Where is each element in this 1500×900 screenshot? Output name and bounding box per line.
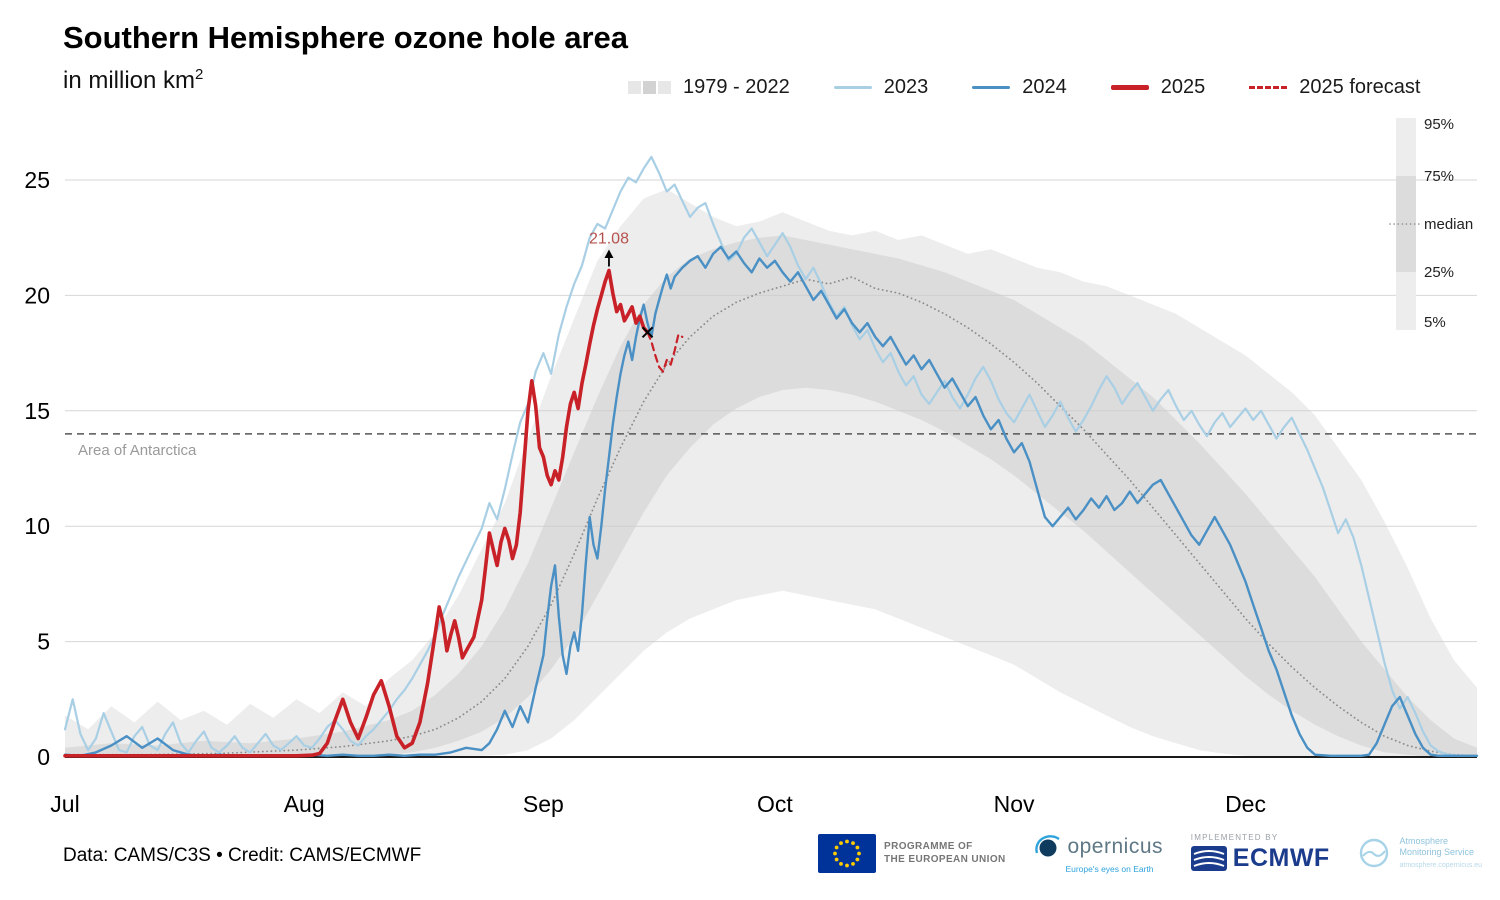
line-swatch-2025-icon <box>1110 85 1149 90</box>
percentile-label-median: median <box>1424 216 1473 233</box>
y-tick-label-15: 15 <box>24 398 50 424</box>
antarctica-label: Area of Antarctica <box>78 442 197 459</box>
series-end-x-marker <box>641 326 654 339</box>
data-credit: Data: CAMS/C3S • Credit: CAMS/ECMWF <box>63 845 422 866</box>
legend-item-climatology: 1979 - 2022 <box>628 76 790 99</box>
x-tick-label-Jul: Jul <box>50 791 79 817</box>
legend-label-2023: 2023 <box>883 76 929 98</box>
series-2023 <box>63 155 1479 757</box>
legend-item-2023: 2023 <box>833 76 929 99</box>
eu-flag-icon <box>818 833 876 873</box>
series-2025-forecast <box>646 331 684 373</box>
subtitle-text: in million km <box>63 67 196 94</box>
ecmwf-wordmark: ECMWF <box>1232 844 1330 872</box>
ams-line2: Monitoring Service <box>1399 847 1475 858</box>
copernicus-logo: opernicus Europe's eyes on Earth <box>1033 832 1163 874</box>
line-swatch-2023-icon <box>833 86 872 89</box>
x-tick-label-Dec: Dec <box>1225 791 1266 817</box>
y-tick-label-25: 25 <box>24 167 50 193</box>
copernicus-globe-icon <box>1035 835 1061 857</box>
x-tick-label-Nov: Nov <box>994 791 1035 817</box>
y-tick-label-20: 20 <box>24 282 50 308</box>
ecmwf-flag-icon <box>1190 846 1227 871</box>
legend-item-2025-forecast: 2025 forecast <box>1249 76 1420 99</box>
percentile-label-75: 75% <box>1424 168 1454 185</box>
series-2024 <box>63 245 1479 757</box>
atmosphere-monitoring-icon <box>1360 838 1389 868</box>
page-title: Southern Hemisphere ozone hole area <box>63 20 629 55</box>
y-tick-label-10: 10 <box>24 513 50 539</box>
band-5-95-percentile <box>65 189 1477 757</box>
dashed-line-swatch-forecast-icon <box>1249 86 1288 89</box>
copernicus-wordmark: opernicus <box>1067 835 1163 858</box>
percentile-label-25: 25% <box>1424 264 1454 281</box>
atmosphere-monitoring-service-logo: Atmosphere Monitoring Service atmosphere… <box>1357 836 1482 870</box>
chart-legend: 1979 - 2022 2023 2024 2025 2025 forecast <box>628 76 1420 99</box>
eu-programme-logo: PROGRAMME OF THE EUROPEAN UNION <box>818 833 1006 873</box>
percentile-bar-outer-bottom <box>1396 272 1416 330</box>
footer-logos: PROGRAMME OF THE EUROPEAN UNION opernicu… <box>818 832 1482 874</box>
eu-programme-line2: THE EUROPEAN UNION <box>884 854 1006 865</box>
implemented-by-label: IMPLEMENTED BY <box>1190 833 1279 842</box>
percentile-label-5: 5% <box>1424 314 1446 331</box>
peak-value-label: 21.08 <box>589 230 629 247</box>
peak-arrow-head-icon <box>604 249 614 258</box>
ams-line1: Atmosphere <box>1399 835 1449 846</box>
x-tick-label-Aug: Aug <box>284 791 325 817</box>
legend-label-2025: 2025 <box>1160 76 1206 98</box>
legend-label-2024: 2024 <box>1022 76 1067 98</box>
climatology-band-swatch-icon <box>628 81 671 94</box>
y-tick-label-5: 5 <box>37 629 50 655</box>
legend-label-climatology: 1979 - 2022 <box>683 76 790 98</box>
x-tick-label-Sep: Sep <box>523 791 564 817</box>
percentile-label-95: 95% <box>1424 116 1454 133</box>
y-tick-label-0: 0 <box>37 744 50 770</box>
legend-label-2025-forecast: 2025 forecast <box>1299 76 1421 98</box>
ozone-hole-area-chart: Area of Antarctica 21.08 0 5 10 15 20 25 Jul Aug S… <box>24 116 1479 817</box>
legend-item-2025: 2025 <box>1110 76 1206 99</box>
x-tick-label-Oct: Oct <box>757 791 793 817</box>
median-line <box>64 275 1478 757</box>
legend-item-2024: 2024 <box>972 76 1067 99</box>
page-subtitle: in million km2 <box>63 66 203 95</box>
line-swatch-2024-icon <box>972 86 1011 89</box>
copernicus-tagline: Europe's eyes on Earth <box>1065 864 1154 874</box>
eu-programme-line1: PROGRAMME OF <box>884 840 973 852</box>
band-25-75-percentile <box>65 235 1477 757</box>
subtitle-superscript: 2 <box>195 66 204 83</box>
ecmwf-logo: IMPLEMENTED BY ECMWF <box>1190 833 1330 873</box>
percentile-bar-outer-top <box>1396 118 1416 176</box>
series-2025 <box>63 268 650 758</box>
ams-url: atmosphere.copernicus.eu <box>1399 862 1482 870</box>
